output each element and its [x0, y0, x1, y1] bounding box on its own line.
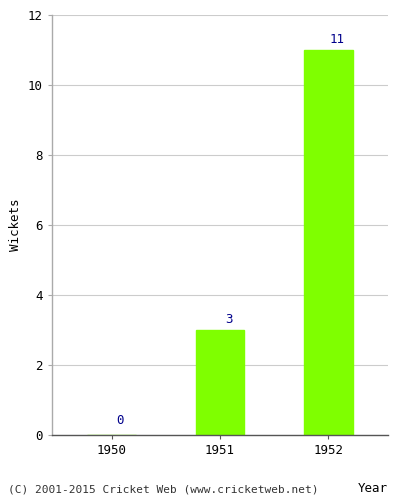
Text: Year: Year: [358, 482, 388, 495]
Text: 11: 11: [330, 33, 344, 46]
Bar: [304, 50, 353, 435]
Text: (C) 2001-2015 Cricket Web (www.cricketweb.net): (C) 2001-2015 Cricket Web (www.cricketwe…: [8, 485, 318, 495]
Text: 0: 0: [116, 414, 124, 428]
Y-axis label: Wickets: Wickets: [10, 198, 22, 251]
Text: 3: 3: [225, 313, 232, 326]
Bar: [196, 330, 244, 435]
